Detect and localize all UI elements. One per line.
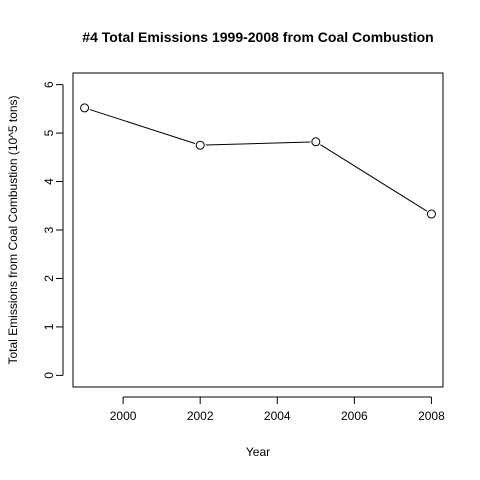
x-tick-label: 2006 xyxy=(341,409,368,423)
series-line-segment xyxy=(89,109,196,144)
y-tick-label: 6 xyxy=(42,81,56,88)
data-point xyxy=(80,103,90,113)
y-tick-label: 3 xyxy=(42,226,56,233)
y-tick-label: 0 xyxy=(42,372,56,379)
data-point xyxy=(311,137,321,147)
x-tick-label: 2004 xyxy=(264,409,291,423)
y-axis-label: Total Emissions from Coal Combustion (10… xyxy=(6,95,20,364)
x-tick-label: 2000 xyxy=(110,409,137,423)
x-tick-label: 2008 xyxy=(418,409,445,423)
series-line-segment xyxy=(205,141,311,146)
y-tick-label: 5 xyxy=(42,129,56,136)
data-point xyxy=(195,140,205,150)
chart-title: #4 Total Emissions 1999-2008 from Coal C… xyxy=(82,29,433,45)
y-tick-label: 1 xyxy=(42,323,56,330)
y-tick-label: 4 xyxy=(42,178,56,185)
x-axis-label: Year xyxy=(246,445,270,459)
y-axis: 0 1 2 3 4 5 6 xyxy=(42,81,64,379)
x-tick-label: 2002 xyxy=(187,409,214,423)
y-tick-label: 2 xyxy=(42,275,56,282)
series-layer xyxy=(80,103,436,219)
data-point xyxy=(426,209,436,219)
series-line-segment xyxy=(320,144,428,212)
x-axis: 2000 2002 2004 2006 2008 xyxy=(110,396,445,423)
plot-frame xyxy=(72,72,444,388)
